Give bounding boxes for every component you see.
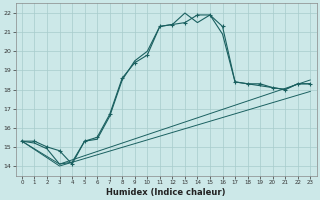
X-axis label: Humidex (Indice chaleur): Humidex (Indice chaleur): [106, 188, 226, 197]
